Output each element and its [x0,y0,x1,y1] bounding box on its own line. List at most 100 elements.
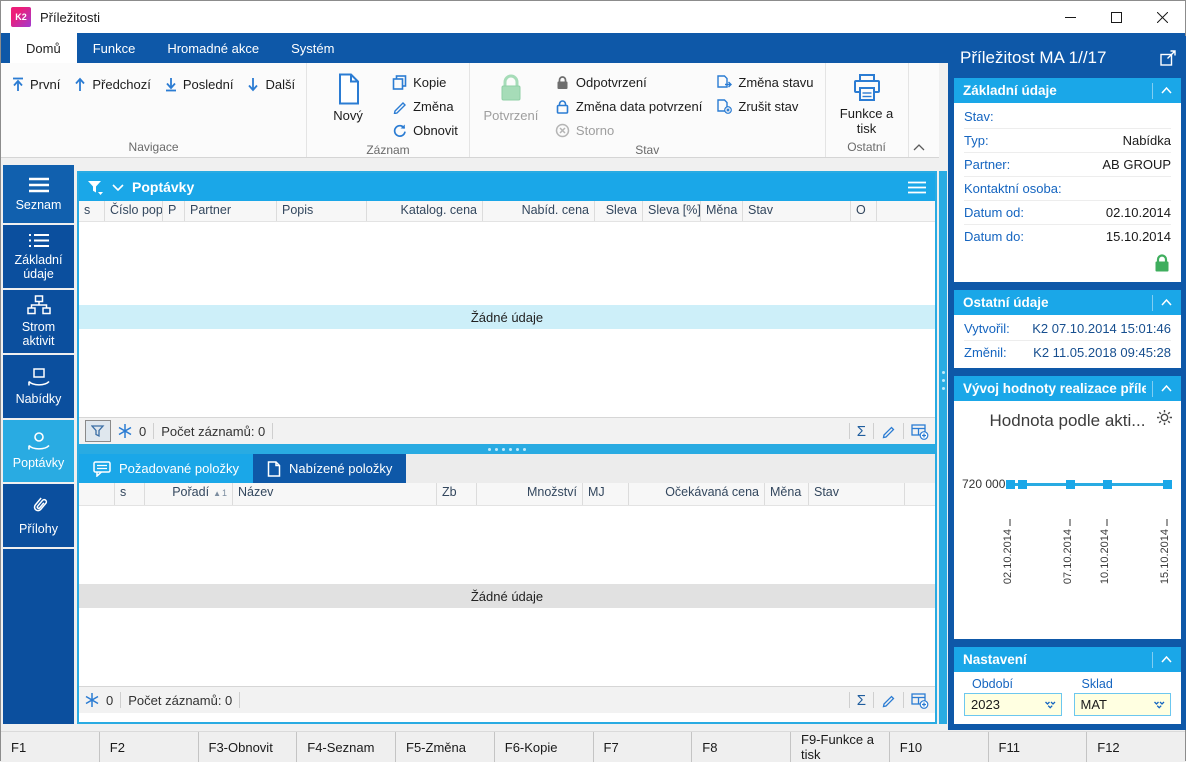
collapse-section-button[interactable] [1152,82,1172,99]
col-stav[interactable]: Stav [743,201,851,221]
col-o[interactable]: O [851,201,877,221]
collapse-section-button[interactable] [1152,380,1172,397]
fkey-f7[interactable]: F7 [592,732,692,762]
fkey-f6[interactable]: F6-Kopie [493,732,593,762]
clear-state-button[interactable]: Zrušit stav [713,94,816,118]
col2-stav[interactable]: Stav [809,483,905,505]
dropdown-icon [1044,701,1055,709]
group-label-navigace: Navigace [128,140,179,154]
unconfirm-button[interactable]: Odpotvrzení [552,70,705,94]
sum-button[interactable]: Σ [856,422,866,440]
fkey-f11[interactable]: F11 [987,732,1087,762]
horizontal-splitter[interactable] [79,444,935,454]
copy-button[interactable]: Kopie [389,70,461,94]
col-sleva[interactable]: Sleva [595,201,643,221]
refresh-button[interactable]: Obnovit [389,118,461,142]
tab-domu[interactable]: Domů [10,33,77,63]
close-button[interactable] [1139,1,1185,33]
col-partner[interactable]: Partner [185,201,277,221]
warehouse-combobox[interactable]: MAT [1073,693,1171,716]
panel-menu-icon[interactable] [907,181,927,194]
col2-s[interactable]: s [115,483,145,505]
previous-button[interactable]: Předchozí [71,72,154,96]
period-combobox[interactable]: 2023 [964,693,1062,716]
fkey-f12[interactable]: F12 [1086,732,1185,762]
sidebar-item-nabidky[interactable]: Nabídky [3,355,74,418]
tab-nabizene-polozky[interactable]: Nabízené položky [252,454,407,483]
fkey-f10[interactable]: F10 [888,732,988,762]
tab-hromadne-akce[interactable]: Hromadné akce [167,40,260,56]
snowflake-icon[interactable] [85,693,99,707]
clear-state-icon [717,98,733,114]
minimize-button[interactable] [1047,1,1093,33]
sidebar-item-strom-aktivit[interactable]: Strom aktivit [3,290,74,353]
col-sleva-pct[interactable]: Sleva [%] [643,201,701,221]
first-button[interactable]: První [9,72,63,96]
poptavky-panel-header: Poptávky [79,173,935,201]
next-button[interactable]: Další [244,72,298,96]
col-katalog-cena[interactable]: Katalog. cena [367,201,483,221]
col2-poradi[interactable]: Pořadí ▲1 [145,483,233,505]
fkey-f9[interactable]: F9-Funkce a tisk [790,732,889,762]
fkey-f2[interactable]: F2 [98,732,198,762]
col2-mena[interactable]: Měna [765,483,809,505]
tab-system[interactable]: Systém [291,40,335,56]
change-confirm-date-button[interactable]: Změna data potvrzení [552,94,705,118]
col2-nazev[interactable]: Název [233,483,437,505]
confirm-button[interactable]: Potvrzení [478,68,544,142]
tab-pozadovane-polozky[interactable]: Požadované položky [79,454,253,483]
col2-ocekavana-cena[interactable]: Očekávaná cena [629,483,765,505]
col2-mj[interactable]: MJ [583,483,629,505]
sidebar-item-zakladni-udaje[interactable]: Základní údaje [3,225,74,288]
fkey-f3[interactable]: F3-Obnovit [197,732,297,762]
table-add-icon[interactable] [911,423,929,440]
edit-icon[interactable] [881,693,896,708]
gear-icon[interactable] [1156,409,1173,426]
fkey-f5[interactable]: F5-Změna [395,732,494,762]
sidebar-item-prilohy[interactable]: Přílohy [3,484,74,547]
change-button[interactable]: Změna [389,94,461,118]
chevron-down-icon[interactable] [112,183,124,191]
table2-grid[interactable]: Žádné údaje [79,506,935,686]
col-popis[interactable]: Popis [277,201,367,221]
maximize-button[interactable] [1093,1,1139,33]
table-add-icon[interactable] [911,692,929,709]
table2-status-bar: 0 Počet záznamů: 0 Σ [79,686,935,713]
fkey-f1[interactable]: F1 [11,739,27,755]
vertical-splitter[interactable] [939,171,947,724]
sidebar-item-seznam[interactable]: Seznam [3,165,74,223]
chevron-up-icon [1161,87,1172,94]
tab-funkce[interactable]: Funkce [92,40,136,56]
sum-button[interactable]: Σ [856,691,866,709]
change-state-button[interactable]: Změna stavu [713,70,816,94]
table1-empty-row: Žádné údaje [79,305,935,329]
col2-blank [79,483,115,505]
col-p[interactable]: P [163,201,185,221]
col-cislo-pop[interactable]: Číslo pop [105,201,163,221]
snowflake-icon[interactable] [118,424,132,438]
col2-filler [905,483,935,505]
cancel-button[interactable]: Storno [552,118,705,142]
maximize-icon [1110,11,1122,23]
new-button[interactable]: Nový [315,68,381,142]
collapse-section-button[interactable] [1152,294,1172,311]
table1-grid[interactable]: Žádné údaje [79,222,935,417]
col-mena[interactable]: Měna [701,201,743,221]
last-button[interactable]: Poslední [162,72,237,96]
filter-icon[interactable] [87,180,104,195]
filter-toggle-button[interactable] [85,420,111,442]
last-icon [165,77,176,91]
fkey-f4[interactable]: F4-Seznam [296,732,395,762]
edit-icon[interactable] [881,424,896,439]
sidebar-item-poptavky[interactable]: Poptávky [3,420,74,482]
col2-mnozstvi[interactable]: Množství [477,483,583,505]
ribbon-collapse-button[interactable] [913,144,925,151]
fkey-f8[interactable]: F8 [691,732,790,762]
main-area: Poptávky s Číslo pop P Partner Popis Kat… [77,171,937,724]
open-external-icon[interactable] [1160,50,1177,66]
col-nabid-cena[interactable]: Nabíd. cena [483,201,595,221]
col2-zb[interactable]: Zb [437,483,477,505]
col-s[interactable]: s [79,201,105,221]
functions-print-button[interactable]: Funkce a tisk [834,68,900,139]
collapse-section-button[interactable] [1152,651,1172,668]
